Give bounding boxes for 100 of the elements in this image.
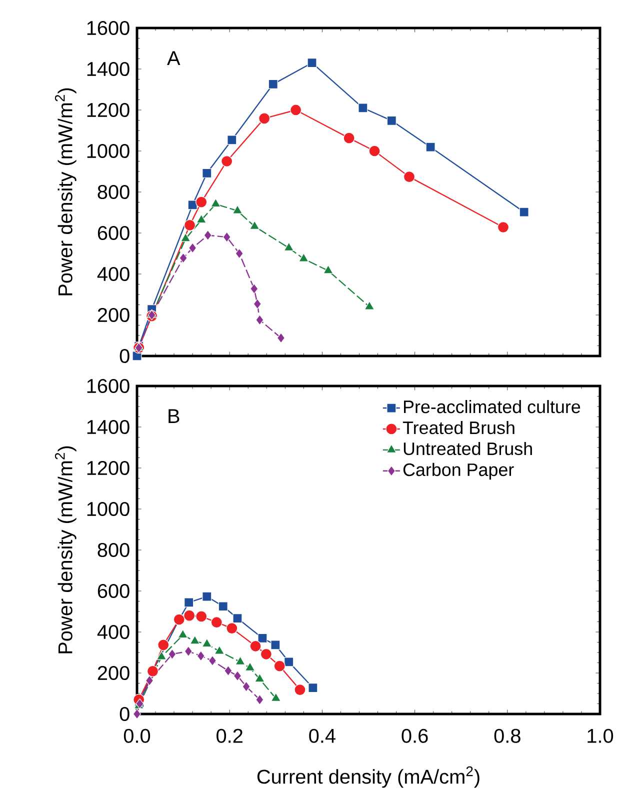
point xyxy=(156,651,167,660)
point xyxy=(210,616,222,628)
point xyxy=(184,219,196,231)
point xyxy=(204,230,212,241)
point xyxy=(132,708,142,720)
point xyxy=(274,660,286,672)
point xyxy=(210,198,221,208)
point xyxy=(232,205,243,214)
point xyxy=(250,220,260,230)
point xyxy=(519,207,529,217)
point xyxy=(178,629,188,638)
x-tick-label: 0.6 xyxy=(402,728,428,743)
point xyxy=(253,298,262,310)
x-axis-title: Current density (mA/cm$^{2}$) xyxy=(257,766,480,788)
y-tick-label: 1200 xyxy=(87,460,130,476)
point xyxy=(254,673,265,682)
y-tick-label: 1600 xyxy=(87,378,130,394)
y-tick-label: 800 xyxy=(98,184,130,200)
point xyxy=(270,692,281,702)
point xyxy=(190,635,200,644)
point xyxy=(250,283,258,294)
x-tick-label: 1.0 xyxy=(588,728,614,743)
y-tick-label: 1000 xyxy=(87,144,130,158)
point xyxy=(250,640,262,652)
point xyxy=(222,232,231,242)
y-tick-label: 1000 xyxy=(87,502,130,516)
point xyxy=(196,650,205,662)
legend-label: Untreated Brush xyxy=(404,442,532,456)
point xyxy=(188,242,197,254)
point xyxy=(343,132,355,144)
point xyxy=(233,670,242,682)
point xyxy=(168,648,176,660)
point xyxy=(260,648,272,660)
point xyxy=(232,613,242,624)
annotation: A xyxy=(167,51,180,65)
y-tick-label: 200 xyxy=(98,666,130,680)
point xyxy=(235,656,246,665)
x-tick-label: 0.8 xyxy=(494,728,520,743)
y-tick-label: 600 xyxy=(98,584,130,598)
point xyxy=(221,155,233,168)
point xyxy=(208,655,217,666)
point xyxy=(184,598,194,608)
point xyxy=(497,221,510,234)
y-tick-label: 600 xyxy=(98,226,130,240)
point xyxy=(270,640,280,650)
y-tick-label: 0 xyxy=(120,348,130,364)
point xyxy=(202,168,212,178)
point xyxy=(184,646,192,657)
point xyxy=(145,675,154,686)
legend-label: Carbon Paper xyxy=(403,462,514,480)
point xyxy=(307,58,317,68)
point xyxy=(284,657,294,667)
point xyxy=(158,639,170,651)
point xyxy=(184,610,196,622)
point xyxy=(180,232,191,242)
legend-label: Treated Brush xyxy=(402,420,514,434)
point xyxy=(224,665,232,676)
point xyxy=(386,116,396,126)
point xyxy=(202,592,212,602)
point xyxy=(426,142,436,152)
point xyxy=(226,622,238,634)
point xyxy=(256,694,264,705)
point xyxy=(196,214,206,224)
point xyxy=(268,79,278,89)
point xyxy=(308,682,318,693)
point xyxy=(196,610,208,622)
point xyxy=(290,104,302,116)
point xyxy=(298,253,309,262)
annotation: B xyxy=(168,409,180,423)
x-tick-label: 0.0 xyxy=(124,728,150,743)
point xyxy=(284,242,294,251)
point xyxy=(364,301,374,310)
point xyxy=(214,645,224,654)
point xyxy=(179,252,188,264)
point xyxy=(196,196,208,208)
y-tick-label: 1200 xyxy=(87,102,130,118)
y-tick-label: 1600 xyxy=(87,20,130,36)
point xyxy=(403,171,416,183)
y-tick-label: 0 xyxy=(120,706,130,722)
point xyxy=(235,248,244,259)
y-tick-label: 400 xyxy=(97,624,130,640)
point xyxy=(294,684,306,696)
point xyxy=(256,314,264,326)
y-axis-title: Power density (mW/m$^{2}$) xyxy=(54,446,76,654)
point xyxy=(358,103,368,113)
point xyxy=(242,681,250,692)
point xyxy=(202,638,212,648)
y-tick-label: 200 xyxy=(98,308,130,322)
y-tick-label: 800 xyxy=(98,542,130,558)
point xyxy=(258,112,270,124)
point xyxy=(244,662,256,671)
y-tick-label: 1400 xyxy=(87,62,130,76)
point xyxy=(218,602,228,612)
point xyxy=(368,145,380,157)
legend-label: Pre-acclimated culture xyxy=(404,400,580,414)
x-tick-label: 0.2 xyxy=(216,728,242,743)
y-tick-label: 400 xyxy=(97,266,130,282)
point xyxy=(258,633,268,643)
point xyxy=(276,332,286,344)
point xyxy=(227,135,237,145)
